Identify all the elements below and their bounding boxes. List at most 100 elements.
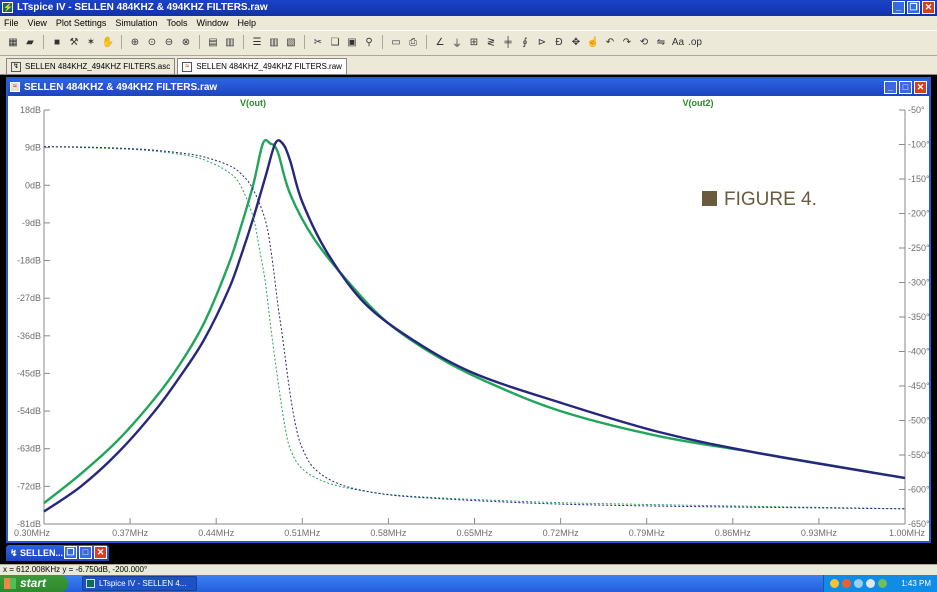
- resistor-icon[interactable]: ≷: [484, 35, 498, 49]
- wire-icon[interactable]: ∠: [433, 35, 447, 49]
- tab-schematic[interactable]: ↯ SELLEN 484KHZ_494KHZ FILTERS.asc: [6, 58, 175, 74]
- y-left-tick-label: -36dB: [17, 331, 41, 341]
- y-right-tick-label: -50°: [908, 105, 925, 115]
- taskbar-item-ltspice[interactable]: LTspice IV - SELLEN 4...: [82, 576, 197, 591]
- windows-logo-icon: [4, 578, 16, 589]
- tab-waveform[interactable]: ≈ SELLEN 484KHZ_494KHZ FILTERS.raw: [177, 58, 347, 74]
- control-panel-icon[interactable]: ⚒: [67, 35, 81, 49]
- menu-view[interactable]: View: [28, 16, 47, 30]
- mirror-icon[interactable]: ⇋: [654, 35, 668, 49]
- tile-vertical-icon[interactable]: ▥: [267, 35, 281, 49]
- close-icon[interactable]: ✕: [922, 1, 935, 14]
- antivirus-tray-icon[interactable]: [842, 579, 851, 588]
- menu-tools[interactable]: Tools: [166, 16, 187, 30]
- save-icon[interactable]: ■: [50, 35, 64, 49]
- restore-icon[interactable]: ❐: [907, 1, 920, 14]
- start-button[interactable]: start: [0, 575, 68, 592]
- status-bar: x = 612.008KHz y = -6.750dB, -200.000°: [0, 564, 937, 575]
- close-icon[interactable]: ✕: [94, 546, 107, 559]
- undo-icon[interactable]: ↶: [603, 35, 617, 49]
- tab-label: SELLEN 484KHZ_494KHZ FILTERS.asc: [25, 62, 170, 71]
- paste-icon[interactable]: ▣: [345, 35, 359, 49]
- minimize-icon[interactable]: _: [892, 1, 905, 14]
- y-left-tick-label: -45dB: [17, 368, 41, 378]
- text-icon[interactable]: Aa: [671, 35, 685, 49]
- y-left-tick-label: 18dB: [20, 105, 41, 115]
- volume-tray-icon[interactable]: [866, 579, 875, 588]
- x-tick-label: 0.72MHz: [543, 528, 580, 538]
- rotate-icon[interactable]: ⟲: [637, 35, 651, 49]
- halt-icon[interactable]: ✋: [101, 35, 115, 49]
- bode-plot[interactable]: 18dB 9dB 0dB -9dB -18dB -27dB -36dB -45dB -54dB -…: [8, 96, 929, 541]
- capacitor-icon[interactable]: ╪: [501, 35, 515, 49]
- diode-icon[interactable]: ⊳: [535, 35, 549, 49]
- zoom-in-icon[interactable]: ⊕: [128, 35, 142, 49]
- menu-simulation[interactable]: Simulation: [115, 16, 157, 30]
- component-icon[interactable]: Ð: [552, 35, 566, 49]
- label-net-icon[interactable]: ⊞: [467, 35, 481, 49]
- start-label: start: [20, 576, 46, 590]
- minimized-window[interactable]: ↯ SELLEN... ❐ □ ✕: [6, 545, 109, 561]
- autorange-icon[interactable]: ▤: [206, 35, 220, 49]
- new-schematic-icon[interactable]: ▦: [6, 35, 20, 49]
- copy-icon[interactable]: ❏: [328, 35, 342, 49]
- document-tabs: ↯ SELLEN 484KHZ_494KHZ FILTERS.asc ≈ SEL…: [0, 56, 937, 75]
- redo-icon[interactable]: ↷: [620, 35, 634, 49]
- app-title-bar[interactable]: ⚡ LTspice IV - SELLEN 484KHZ & 494KHZ FI…: [0, 0, 937, 16]
- y-left-tick-label: -72dB: [17, 481, 41, 491]
- y-right-tick-label: -450°: [908, 381, 929, 391]
- menu-file[interactable]: File: [4, 16, 19, 30]
- tile-horizontal-icon[interactable]: ☰: [250, 35, 264, 49]
- zoom-out-icon[interactable]: ⊖: [162, 35, 176, 49]
- run-icon[interactable]: ✶: [84, 35, 98, 49]
- trace-label-vout2[interactable]: V(out2): [683, 98, 714, 108]
- x-tick-label: 0.93MHz: [801, 528, 838, 538]
- security-tray-icon[interactable]: [830, 579, 839, 588]
- toolbar-separator: [304, 35, 305, 49]
- y-left-tick-label: -63dB: [17, 444, 41, 454]
- drag-icon[interactable]: ☝: [586, 35, 600, 49]
- inductor-icon[interactable]: ∮: [518, 35, 532, 49]
- trace-label-vout[interactable]: V(out): [240, 98, 266, 108]
- plot-window-title: SELLEN 484KHZ & 494KHZ FILTERS.raw: [24, 81, 217, 94]
- cut-icon[interactable]: ✂: [311, 35, 325, 49]
- spice-directive-icon[interactable]: .op: [688, 35, 702, 49]
- y-right-tick-label: -200°: [908, 209, 929, 219]
- plot-window-controls: _ □ ✕: [884, 81, 927, 94]
- ground-icon[interactable]: ⏚: [450, 35, 464, 49]
- close-icon[interactable]: ✕: [914, 81, 927, 94]
- minimized-window-title: ↯ SELLEN...: [10, 546, 63, 560]
- print-setup-icon[interactable]: ▭: [389, 35, 403, 49]
- ltspice-app-icon: ⚡: [2, 2, 13, 13]
- zoom-fit-icon[interactable]: ⊗: [179, 35, 193, 49]
- move-icon[interactable]: ✥: [569, 35, 583, 49]
- toolbar-separator: [43, 35, 44, 49]
- shield-tray-icon[interactable]: [878, 579, 887, 588]
- cascade-icon[interactable]: ▧: [284, 35, 298, 49]
- maximize-icon[interactable]: □: [79, 546, 92, 559]
- schematic-icon: ↯: [11, 62, 21, 72]
- find-icon[interactable]: ⚲: [362, 35, 376, 49]
- maximize-icon[interactable]: □: [899, 81, 912, 94]
- clock: 1:43 PM: [901, 575, 931, 592]
- figure-marker-icon: [702, 191, 717, 206]
- menu-window[interactable]: Window: [196, 16, 228, 30]
- menu-help[interactable]: Help: [237, 16, 256, 30]
- app-title: LTspice IV - SELLEN 484KHZ & 494KHZ FILT…: [17, 1, 268, 15]
- x-tick-label: 0.30MHz: [14, 528, 51, 538]
- network-tray-icon[interactable]: [854, 579, 863, 588]
- x-tick-label: 0.37MHz: [112, 528, 149, 538]
- open-icon[interactable]: ▰: [23, 35, 37, 49]
- pick-visible-traces-icon[interactable]: ▥: [223, 35, 237, 49]
- y-right-tick-label: -300°: [908, 278, 929, 288]
- print-icon[interactable]: ⎙: [406, 35, 420, 49]
- minimize-icon[interactable]: _: [884, 81, 897, 94]
- x-tick-label: 0.51MHz: [284, 528, 321, 538]
- zoom-pan-icon[interactable]: ⊙: [145, 35, 159, 49]
- menu-plot-settings[interactable]: Plot Settings: [56, 16, 107, 30]
- restore-icon[interactable]: ❐: [64, 546, 77, 559]
- ltspice-app-icon: [86, 579, 95, 588]
- y-right-tick-label: -550°: [908, 450, 929, 460]
- plot-window-title-bar[interactable]: ≈ SELLEN 484KHZ & 494KHZ FILTERS.raw _ □…: [8, 79, 929, 96]
- y-left-tick-label: -9dB: [22, 218, 41, 228]
